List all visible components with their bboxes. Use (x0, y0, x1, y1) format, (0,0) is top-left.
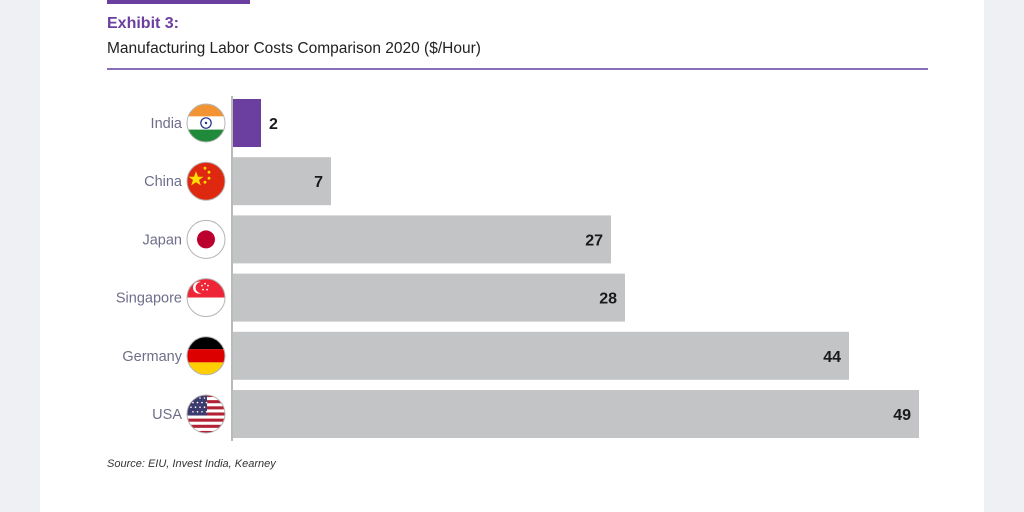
category-label-usa: USA (152, 407, 182, 423)
category-label-germany: Germany (122, 349, 182, 365)
category-label-japan: Japan (142, 232, 182, 248)
bar-singapore (233, 273, 625, 322)
title-divider (107, 68, 928, 70)
germany-flag-icon (186, 336, 226, 376)
flags-layer (186, 103, 226, 434)
category-label-singapore: Singapore (116, 291, 182, 307)
source-note: Source: EIU, Invest India, Kearney (107, 458, 276, 470)
china-flag-icon (186, 161, 226, 201)
value-label-china: 7 (314, 174, 323, 191)
value-label-usa: 49 (893, 407, 911, 424)
category-label-china: China (144, 174, 183, 190)
chart-title: Manufacturing Labor Costs Comparison 202… (107, 40, 481, 57)
bar-usa (233, 390, 919, 438)
usa-flag-icon (186, 394, 226, 434)
bar-india (233, 99, 261, 147)
bar-china (233, 157, 331, 206)
value-label-india: 2 (269, 116, 278, 133)
value-label-germany: 44 (823, 349, 841, 366)
bar-germany (233, 331, 849, 380)
bar-japan (233, 215, 611, 264)
category-label-india: India (151, 116, 183, 132)
top-accent-rule (107, 0, 250, 4)
japan-flag-icon (186, 219, 226, 259)
singapore-flag-icon (186, 278, 226, 318)
value-label-japan: 27 (585, 232, 603, 249)
value-label-singapore: 28 (599, 291, 617, 308)
india-flag-icon (186, 103, 226, 143)
exhibit-label: Exhibit 3: (107, 15, 180, 32)
bars-layer: 2 India 7 China 27 Japan 28 Singapore 44 Germany 4… (116, 99, 919, 438)
